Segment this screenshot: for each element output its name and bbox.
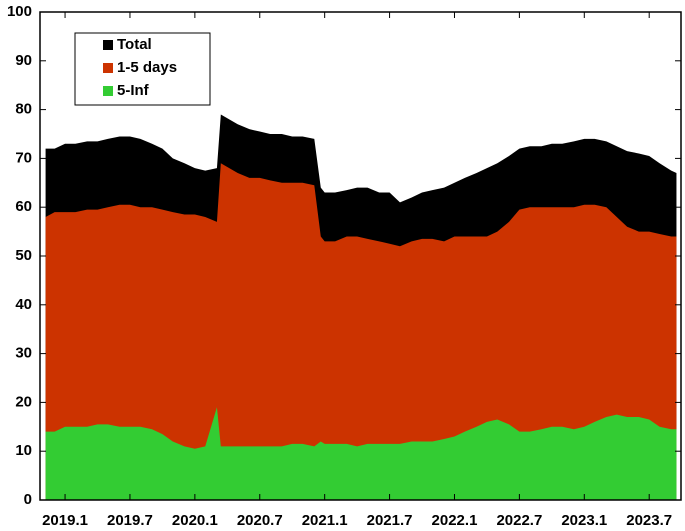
legend: Total 1-5 days 5-Inf [74, 32, 211, 106]
x-tick-label: 2020.7 [237, 512, 283, 529]
y-tick-label: 0 [24, 491, 32, 508]
y-tick-label: 100 [7, 3, 32, 20]
y-tick-label: 70 [15, 149, 32, 166]
x-tick-label: 2021.7 [367, 512, 413, 529]
legend-swatch [103, 86, 113, 96]
x-tick-label: 2020.1 [172, 512, 218, 529]
y-tick-label: 50 [15, 247, 32, 264]
legend-label: 1-5 days [117, 59, 177, 76]
x-tick-label: 2021.1 [302, 512, 348, 529]
y-tick-label: 10 [15, 442, 32, 459]
y-tick-label: 90 [15, 52, 32, 69]
x-tick-label: 2022.1 [432, 512, 478, 529]
y-tick-label: 30 [15, 345, 32, 362]
legend-label: Total [117, 36, 152, 53]
y-tick-label: 80 [15, 101, 32, 118]
area-series [45, 407, 677, 500]
legend-box [74, 32, 211, 106]
area-series [45, 163, 677, 500]
y-tick-label: 40 [15, 296, 32, 313]
x-tick-label: 2019.7 [107, 512, 153, 529]
legend-label: 5-Inf [117, 82, 150, 99]
legend-swatch [103, 40, 113, 50]
legend-swatch [103, 63, 113, 73]
x-tick-label: 2019.1 [42, 512, 88, 529]
y-tick-label: 20 [15, 393, 32, 410]
x-tick-label: 2023.7 [626, 512, 672, 529]
y-tick-label: 60 [15, 198, 32, 215]
x-tick-label: 2022.7 [496, 512, 542, 529]
x-tick-label: 2023.1 [561, 512, 607, 529]
